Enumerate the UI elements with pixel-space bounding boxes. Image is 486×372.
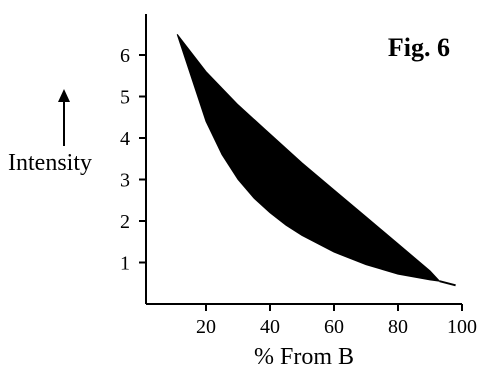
y-axis-arrow	[58, 89, 70, 146]
plot-area	[176, 33, 456, 287]
y-tick-label-3: 3	[120, 170, 130, 192]
x-tick-label-100: 100	[447, 316, 477, 338]
y-axis-ticks: 1 2 3 4 5 6	[120, 45, 146, 275]
x-tick-label-20: 20	[196, 316, 216, 338]
y-tick-label-1: 1	[120, 253, 130, 275]
intensity-band	[176, 33, 441, 282]
x-tick-label-40: 40	[260, 316, 280, 338]
x-tick-label-80: 80	[388, 316, 408, 338]
y-tick-label-2: 2	[120, 211, 130, 233]
y-tick-label-4: 4	[120, 128, 130, 150]
x-axis-ticks: 20 40 60 80 100	[196, 304, 477, 338]
chart-title: Fig. 6	[388, 33, 450, 62]
x-tick-label-60: 60	[324, 316, 344, 338]
y-axis-title: Intensity	[8, 150, 92, 176]
y-tick-label-6: 6	[120, 45, 130, 67]
y-tick-label-5: 5	[120, 87, 130, 109]
intensity-tail-line	[439, 280, 456, 287]
x-axis-title: % From B	[254, 344, 354, 370]
